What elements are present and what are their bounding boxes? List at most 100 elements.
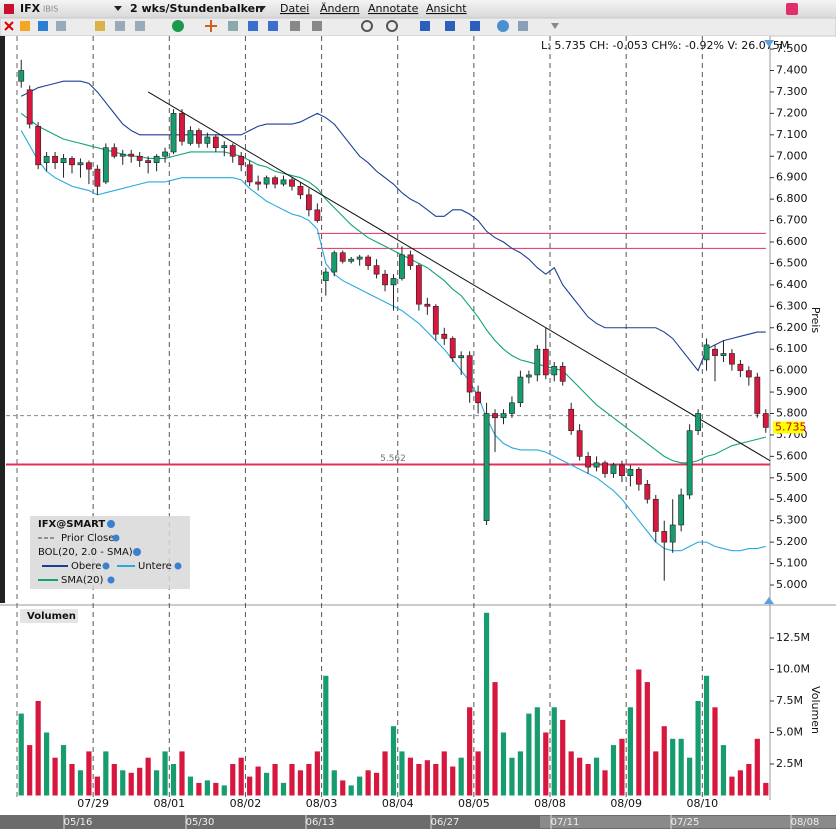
candle-body (289, 179, 295, 187)
candle-body (86, 162, 92, 170)
x-tick-label: 08/03 (306, 797, 338, 810)
volume-axis-title: Volumen (809, 686, 822, 734)
y-tick-label: 6.200 (776, 321, 808, 334)
check-icon[interactable] (102, 562, 110, 570)
candle-body (720, 353, 727, 356)
y-tick-label: 6.500 (776, 256, 808, 269)
tool-icon[interactable] (248, 21, 258, 31)
volume-tick-label: 10.0M (776, 662, 810, 675)
x-tick-label: 08/10 (686, 797, 718, 810)
candle-body (407, 254, 414, 266)
candle-body (136, 155, 143, 161)
candle-body (365, 256, 372, 266)
volume-bar (18, 713, 24, 796)
tool-icon[interactable] (290, 21, 300, 31)
menu-item[interactable]: Ändern (320, 2, 360, 15)
zoom-icon[interactable] (386, 20, 398, 32)
tool-icon[interactable] (172, 20, 184, 32)
check-icon[interactable] (107, 576, 115, 584)
dropdown-arrow[interactable] (551, 23, 559, 29)
tool-icon[interactable] (20, 21, 30, 31)
volume-bar (585, 763, 591, 796)
tool-icon[interactable] (312, 21, 322, 31)
candle-body (745, 370, 752, 378)
tool-icon[interactable] (518, 21, 528, 31)
period[interactable]: 2 wks/Stundenbalken (130, 2, 263, 15)
window-icon[interactable] (786, 3, 798, 15)
candle-body (94, 168, 101, 187)
volume-bar (661, 726, 667, 796)
volume-bar (154, 770, 160, 796)
tool-icon[interactable] (38, 21, 48, 31)
candle-body (221, 145, 228, 148)
tool-icon[interactable] (205, 20, 217, 32)
volume-bar (162, 751, 168, 796)
legend-label: BOL(20, 2.0 - SMA) (38, 547, 133, 558)
check-icon[interactable] (112, 534, 120, 542)
volume-bar (77, 770, 84, 796)
volume-bar (509, 757, 515, 796)
volume-bar (263, 772, 270, 796)
scroll-arrow[interactable] (764, 40, 774, 47)
check-icon[interactable] (174, 562, 182, 570)
tool-icon[interactable] (115, 21, 125, 31)
candle-body (314, 209, 321, 221)
volume-bar (103, 751, 109, 796)
x-tick-label: 08/04 (382, 797, 414, 810)
menu-item[interactable]: Datei (280, 2, 309, 15)
check-icon[interactable] (107, 520, 115, 528)
candle-body (517, 376, 524, 404)
sma-band (20, 112, 766, 464)
tool-icon[interactable] (420, 21, 430, 31)
candle-body (60, 158, 67, 163)
zoom-icon[interactable] (361, 20, 373, 32)
volume-bar (636, 669, 642, 796)
dropdown-arrow[interactable] (114, 6, 122, 11)
window-edge (0, 36, 5, 603)
symbol[interactable]: IFX (20, 2, 41, 15)
candle-body (204, 136, 211, 144)
volume-bar (610, 745, 617, 796)
volume-bar (653, 751, 659, 796)
volume-bar (433, 763, 439, 796)
check-icon[interactable] (133, 548, 141, 556)
y-tick-label: 7.200 (776, 106, 808, 119)
tool-icon[interactable] (268, 21, 278, 31)
candle-body (737, 363, 744, 371)
tool-icon[interactable] (445, 21, 455, 31)
candle-body (52, 155, 58, 163)
candle-body (18, 70, 25, 82)
tool-icon[interactable] (95, 21, 105, 31)
candle-body (305, 194, 312, 211)
tool-icon[interactable] (228, 21, 238, 31)
close-icon[interactable] (4, 21, 14, 31)
candle-body (678, 494, 685, 526)
volume-bar (27, 745, 33, 796)
volume-bar (729, 776, 735, 796)
scroll-thumb[interactable] (540, 816, 836, 828)
candle-body (43, 155, 50, 163)
y-tick-label: 5.100 (776, 557, 808, 570)
tool-icon[interactable] (470, 21, 480, 31)
candle-body (111, 147, 118, 157)
candle-body (170, 113, 177, 153)
volume-bar (255, 766, 261, 796)
tool-icon[interactable] (56, 21, 66, 31)
candle-body (466, 355, 473, 393)
volume-bar (687, 757, 693, 796)
candle-body (382, 273, 388, 286)
volume-bar (297, 770, 304, 796)
scroll-arrow[interactable] (764, 597, 774, 604)
scroll-date: 07/25 (671, 817, 700, 828)
volume-bar (627, 707, 633, 796)
menu-item[interactable]: Ansicht (426, 2, 467, 15)
dropdown-arrow[interactable] (258, 6, 266, 11)
tool-icon[interactable] (497, 20, 509, 32)
scroll-date: 06/27 (431, 817, 460, 828)
candle-body (568, 408, 575, 431)
volume-bar (619, 738, 625, 796)
menu-item[interactable]: Annotate (368, 2, 419, 15)
volume-bar (551, 707, 557, 796)
tool-icon[interactable] (135, 21, 145, 31)
